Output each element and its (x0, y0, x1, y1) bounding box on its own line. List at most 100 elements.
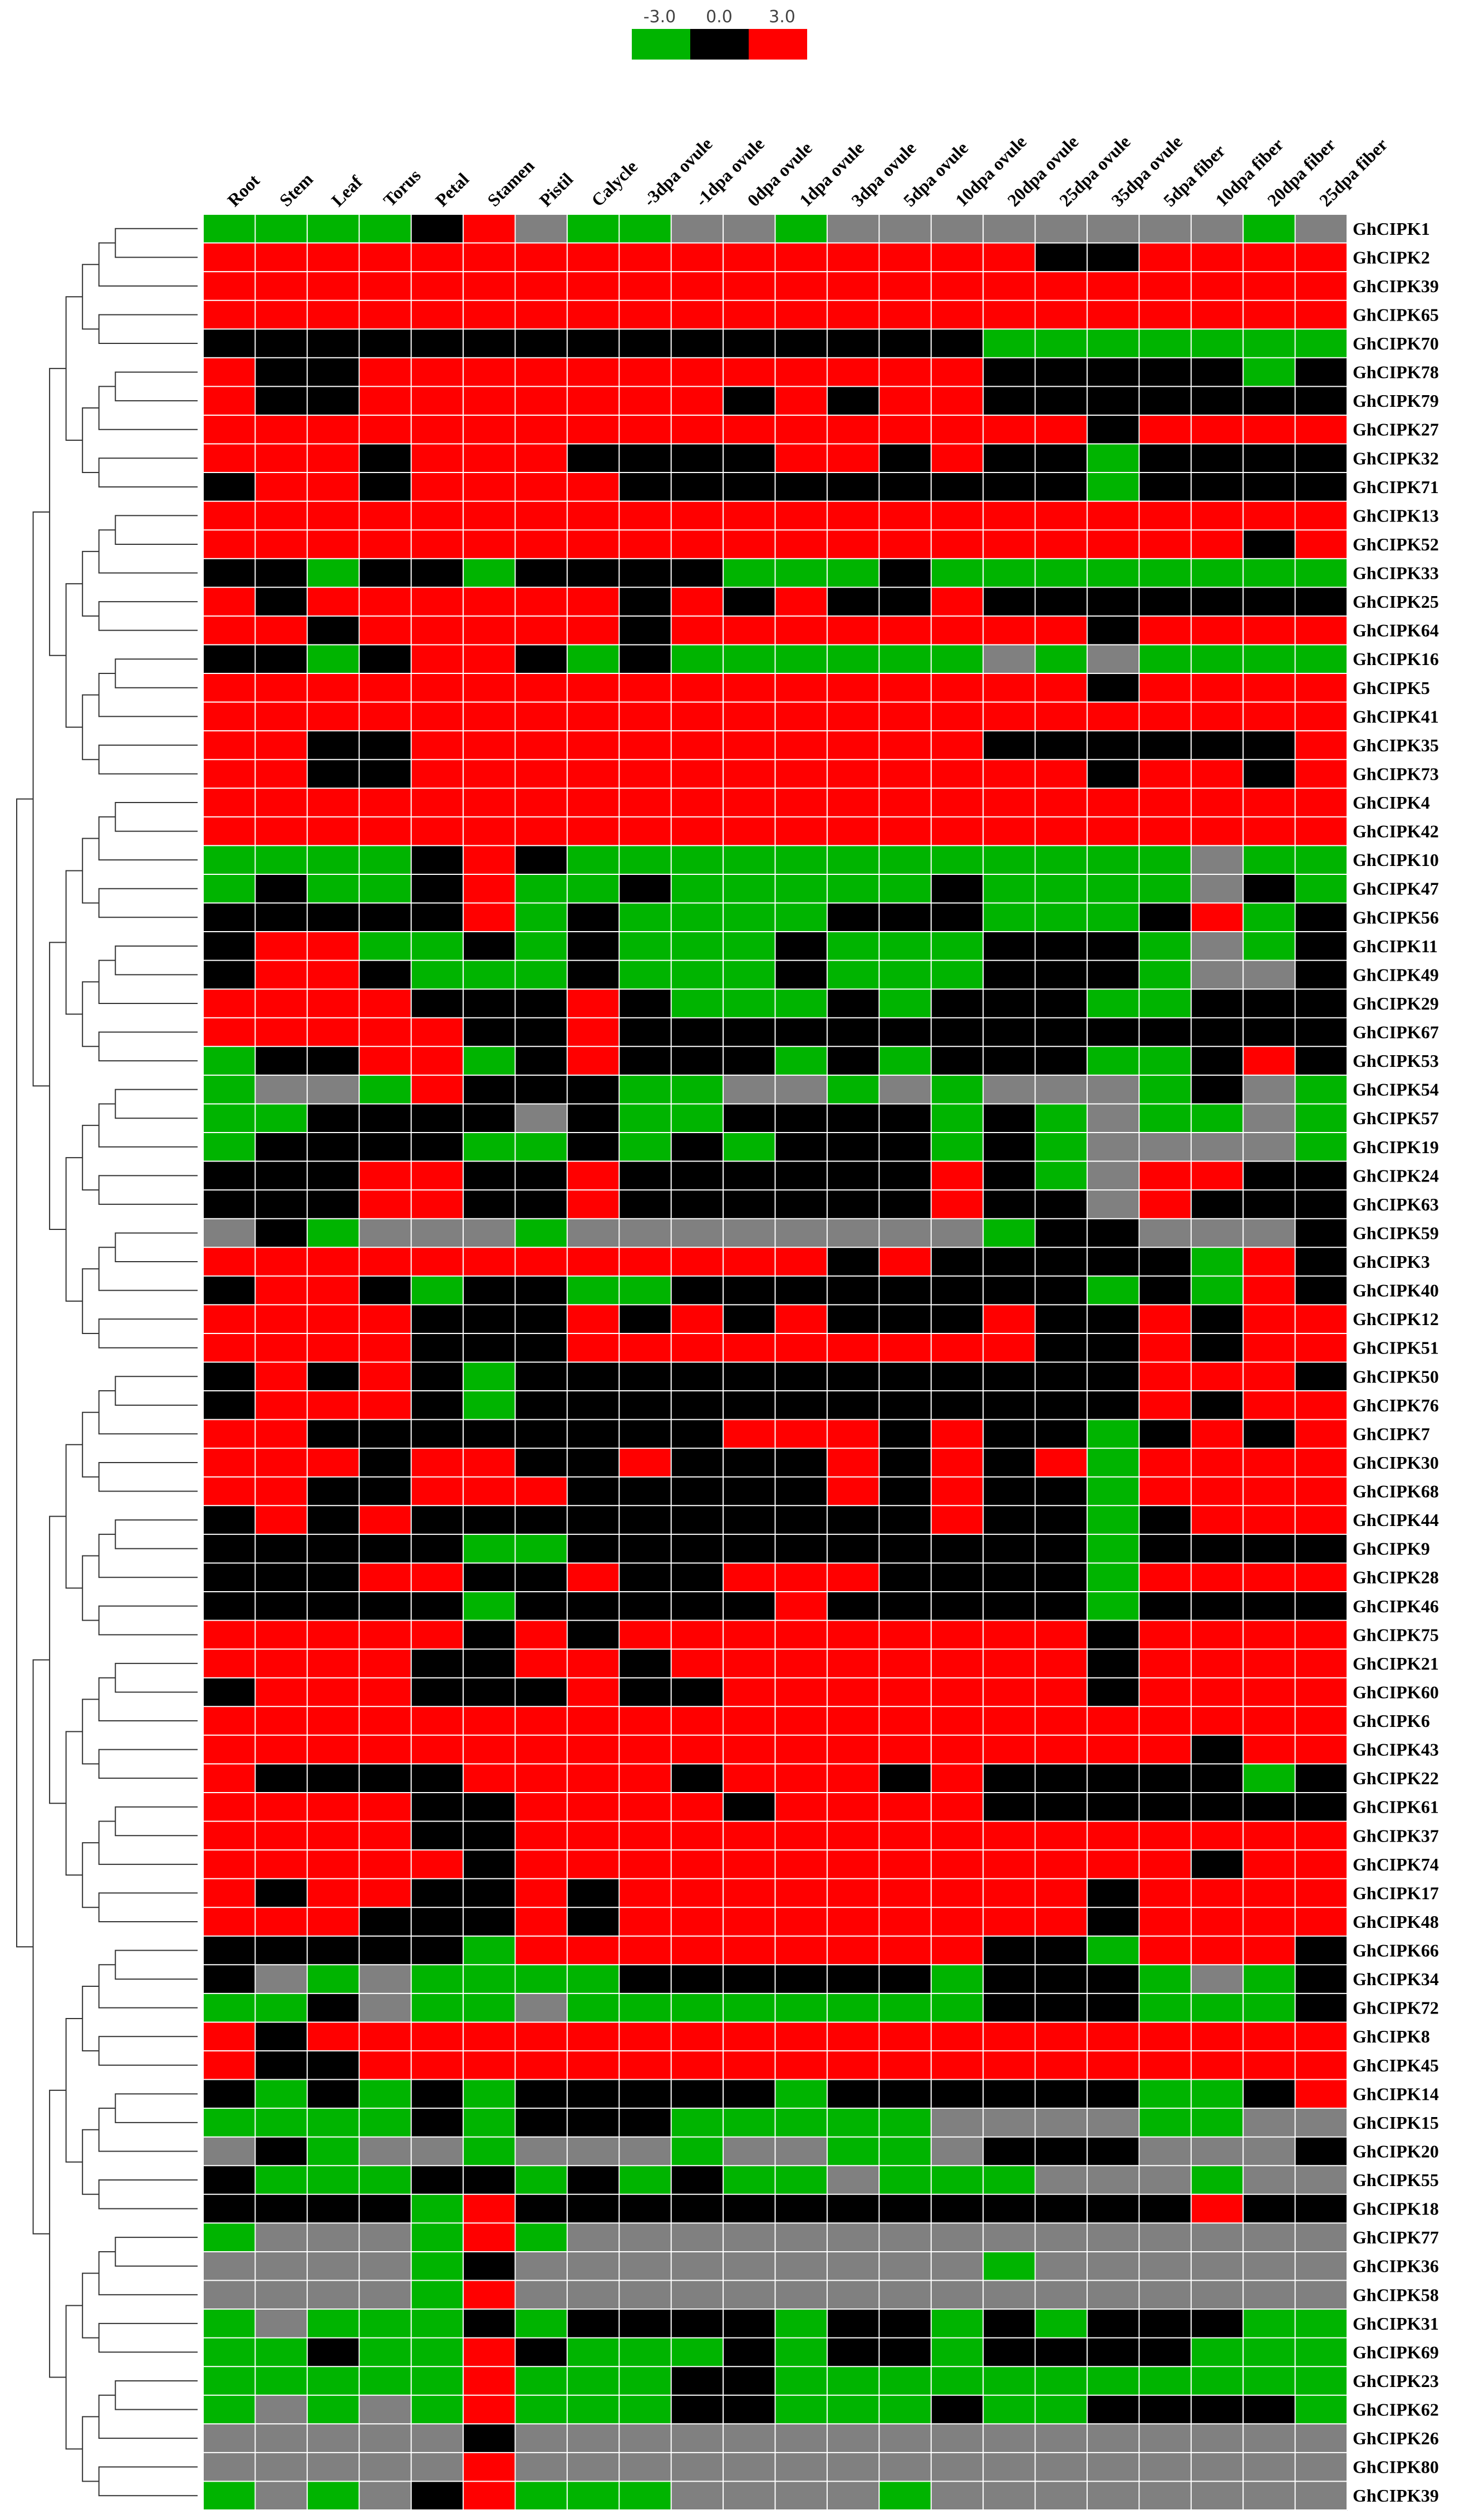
heatmap-cell (1087, 1620, 1139, 1650)
heatmap-cell (723, 1850, 776, 1879)
heatmap-cell (1243, 2309, 1296, 2339)
heatmap-cell (463, 243, 516, 272)
heatmap-cell (827, 243, 880, 272)
heatmap-cell (775, 1391, 828, 1420)
heatmap-cell (879, 357, 932, 387)
heatmap-cell (931, 903, 984, 932)
heatmap-cell (775, 1333, 828, 1363)
heatmap-cell (1139, 329, 1192, 358)
heatmap-cell (827, 644, 880, 674)
heatmap-cell (1139, 1017, 1192, 1047)
heatmap-cell (1243, 903, 1296, 932)
heatmap-cell (1035, 2051, 1088, 2080)
heatmap-cell (1087, 1276, 1139, 1305)
heatmap-cell (463, 874, 516, 904)
heatmap-cell (671, 1104, 724, 1133)
heatmap-cell (983, 1161, 1036, 1190)
heatmap-cell (307, 587, 360, 617)
heatmap-cell (619, 2251, 672, 2281)
heatmap-cell (827, 1965, 880, 1994)
heatmap-cell (1035, 759, 1088, 789)
heatmap-cell (827, 501, 880, 530)
heatmap-cell (1295, 1305, 1348, 1334)
heatmap-cell (775, 1218, 828, 1248)
heatmap-cell (411, 1362, 464, 1391)
heatmap-cell (567, 1821, 620, 1850)
heatmap-cell (255, 2165, 308, 2195)
heatmap-cell (723, 673, 776, 703)
heatmap-cell (775, 1476, 828, 1506)
heatmap-cell (775, 415, 828, 445)
dendrogram-branch (98, 1031, 198, 1062)
heatmap-cell (619, 1362, 672, 1391)
heatmap-cell (1191, 1476, 1244, 1506)
heatmap-cell (1087, 501, 1139, 530)
heatmap-cell (1035, 1821, 1088, 1850)
heatmap-cell (671, 759, 724, 789)
heatmap-cell (983, 558, 1036, 588)
heatmap-cell (463, 1850, 516, 1879)
heatmap-cell (671, 2481, 724, 2511)
heatmap-cell (671, 1419, 724, 1449)
column-label: Root (223, 170, 263, 210)
heatmap-cell (723, 1764, 776, 1793)
heatmap-cell (1087, 1936, 1139, 1965)
row-label: GhCIPK33 (1353, 563, 1439, 583)
heatmap-cell (983, 1046, 1036, 1076)
heatmap-cell (1139, 2079, 1192, 2109)
heatmap-cell (1295, 444, 1348, 473)
heatmap-cell (567, 1161, 620, 1190)
heatmap-cell (359, 759, 412, 789)
heatmap-cell (775, 903, 828, 932)
heatmap-cell (307, 501, 360, 530)
heatmap-cell (1087, 788, 1139, 818)
heatmap-cell (1087, 1305, 1139, 1334)
heatmap-cell (359, 1391, 412, 1420)
heatmap-cell (671, 2452, 724, 2482)
heatmap-cell (203, 1936, 256, 1965)
heatmap-cell (515, 1247, 568, 1277)
heatmap-cell (203, 759, 256, 789)
heatmap-cell (723, 501, 776, 530)
heatmap-cell (931, 960, 984, 990)
heatmap-cell (1087, 874, 1139, 904)
heatmap-cell (567, 1936, 620, 1965)
row-label: GhCIPK48 (1353, 1912, 1439, 1932)
heatmap-cell (359, 1677, 412, 1707)
heatmap-cell (723, 1133, 776, 1162)
heatmap-cell (1191, 2251, 1244, 2281)
heatmap-cell (671, 702, 724, 731)
heatmap-cell (723, 702, 776, 731)
heatmap-cell (463, 2165, 516, 2195)
heatmap-cell (931, 2022, 984, 2051)
heatmap-cell (255, 903, 308, 932)
heatmap-cell (307, 1936, 360, 1965)
heatmap-cell (515, 1276, 568, 1305)
heatmap-cell (1035, 1075, 1088, 1105)
heatmap-cell (827, 989, 880, 1018)
row-label: GhCIPK80 (1353, 2457, 1439, 2477)
heatmap-cell (1139, 1735, 1192, 1764)
heatmap-cell (723, 2481, 776, 2511)
heatmap-cell (827, 2309, 880, 2339)
heatmap-cell (359, 1133, 412, 1162)
heatmap-cell (671, 2079, 724, 2109)
heatmap-cell (1035, 1448, 1088, 1478)
heatmap-cell (203, 731, 256, 760)
heatmap-cell (1035, 558, 1088, 588)
heatmap-cell (1087, 300, 1139, 329)
heatmap-cell (203, 272, 256, 301)
heatmap-cell (1191, 2481, 1244, 2511)
row-label: GhCIPK55 (1353, 2170, 1439, 2190)
heatmap-cell (775, 1161, 828, 1190)
heatmap-cell (359, 2309, 412, 2339)
heatmap-cell (879, 874, 932, 904)
heatmap-cell (723, 1936, 776, 1965)
heatmap-cell (463, 1362, 516, 1391)
heatmap-cell (515, 1563, 568, 1592)
heatmap-cell (723, 2280, 776, 2310)
heatmap-cell (515, 2481, 568, 2511)
heatmap-cell (463, 1305, 516, 1334)
heatmap-cell (931, 472, 984, 502)
heatmap-cell (411, 1276, 464, 1305)
